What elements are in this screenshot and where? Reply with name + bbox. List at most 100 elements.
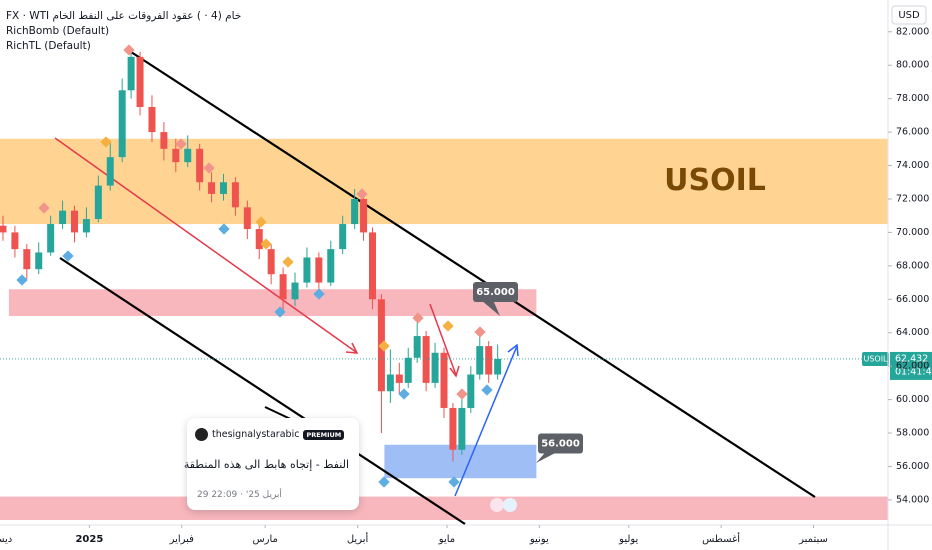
zone-label: USOIL <box>664 163 766 198</box>
x-tick-label: 2025 <box>75 534 103 545</box>
signal <box>412 312 424 324</box>
candle-body <box>431 352 439 383</box>
candle-body <box>467 374 475 408</box>
candle-body <box>476 346 484 375</box>
avatar <box>195 428 208 441</box>
arrow-head <box>449 365 460 378</box>
candle-body <box>449 407 457 450</box>
callout-label: 56.000 <box>541 438 580 449</box>
idea-card[interactable]: thesignalystarabic PREMIUM النفط - إتجاه… <box>183 418 359 510</box>
arrow <box>54 137 357 353</box>
y-tick-label: 74.000 <box>896 160 929 171</box>
candle-body <box>440 352 448 408</box>
y-tick-label: 76.000 <box>896 127 929 138</box>
y-tick-label: 60.000 <box>896 394 929 405</box>
y-tick-label: 70.000 <box>896 227 929 238</box>
signal <box>356 188 368 200</box>
signal <box>474 326 486 338</box>
idea-time: أبريل 25' · 22:09 29 <box>197 490 282 500</box>
candle-body <box>485 346 493 375</box>
candle-body <box>404 357 412 383</box>
y-tick-label: 72.000 <box>896 193 929 204</box>
candle-body <box>196 148 204 183</box>
indicator[interactable]: RichBomb (Default) <box>6 25 110 37</box>
candle-body <box>148 107 156 133</box>
callout-pointer <box>536 451 558 463</box>
candle-body <box>208 182 216 194</box>
icon <box>490 498 504 512</box>
zone <box>0 496 888 520</box>
signal <box>481 384 493 396</box>
candle-body <box>118 90 126 158</box>
y-tick-label: 64.000 <box>896 327 929 338</box>
y-tick-label: 54.000 <box>896 494 929 505</box>
candle-body <box>243 207 251 230</box>
x-tick-label: يوليو <box>618 534 638 545</box>
candle-body <box>136 56 144 108</box>
candle-body <box>279 274 287 300</box>
candle-body <box>70 210 78 233</box>
candle-body <box>339 224 347 250</box>
badge: PREMIUM <box>303 429 345 440</box>
y-tick-label: 58.000 <box>896 428 929 439</box>
y-tick-label: 82.000 <box>896 26 929 37</box>
author[interactable]: thesignalystarabic <box>212 429 300 440</box>
candle-body <box>386 374 394 392</box>
candle-body <box>231 182 239 208</box>
idea-text: النفط - إتجاه هابط الى هذه المنطقة <box>183 458 349 471</box>
candle-body <box>11 232 19 250</box>
zone <box>8 289 537 317</box>
signal <box>378 340 390 352</box>
callout <box>538 433 583 454</box>
candle-body <box>360 198 368 233</box>
currency[interactable]: USD <box>898 10 920 21</box>
drawings <box>54 49 816 525</box>
y-tick-label: 62.000 <box>896 361 929 372</box>
signal <box>282 256 294 268</box>
candle-body <box>59 210 67 225</box>
callout <box>473 282 518 303</box>
signal <box>274 306 286 318</box>
candle-body <box>35 252 43 270</box>
candle-body <box>351 198 359 225</box>
candle-body <box>82 219 90 233</box>
candle-body <box>422 336 430 383</box>
icon <box>503 498 517 512</box>
x-tick-label: أبريل <box>347 532 369 545</box>
signal <box>16 274 28 286</box>
callout-pointer <box>481 300 500 316</box>
arrow-head <box>345 342 359 354</box>
x-tick-label: سبتمبر <box>798 534 828 545</box>
candle-body <box>0 225 7 233</box>
signal <box>175 138 187 150</box>
candle-body <box>219 182 227 194</box>
signal <box>203 162 215 174</box>
signal <box>378 476 390 488</box>
candle-body <box>303 257 311 283</box>
price-tag <box>890 351 932 380</box>
signal <box>313 288 325 300</box>
y-tick-label: 68.000 <box>896 260 929 271</box>
symbol-title: FX · WTI خام (4 · ) عقود الفروقات على ال… <box>6 10 242 22</box>
candle-body <box>106 157 114 186</box>
zone <box>0 138 888 225</box>
y-tick-label: 56.000 <box>896 461 929 472</box>
zone <box>384 444 537 479</box>
signal <box>123 44 135 56</box>
candle-body <box>267 249 275 275</box>
candle-body <box>413 336 421 358</box>
indicator[interactable]: RichTL (Default) <box>6 40 91 52</box>
x-tick-label: أغسطس <box>702 532 740 545</box>
price-tag-label: 62.432 <box>895 353 928 364</box>
candle-body <box>291 282 299 300</box>
candle-body <box>368 232 376 300</box>
candle-body <box>127 56 135 91</box>
x-tick-label: ديسمبر <box>0 534 12 545</box>
countdown: 01:41:45 <box>895 366 932 377</box>
x-tick-label: مارس <box>252 534 277 545</box>
candle-body <box>23 249 31 270</box>
signal <box>398 388 410 400</box>
currency-box[interactable] <box>891 5 927 25</box>
